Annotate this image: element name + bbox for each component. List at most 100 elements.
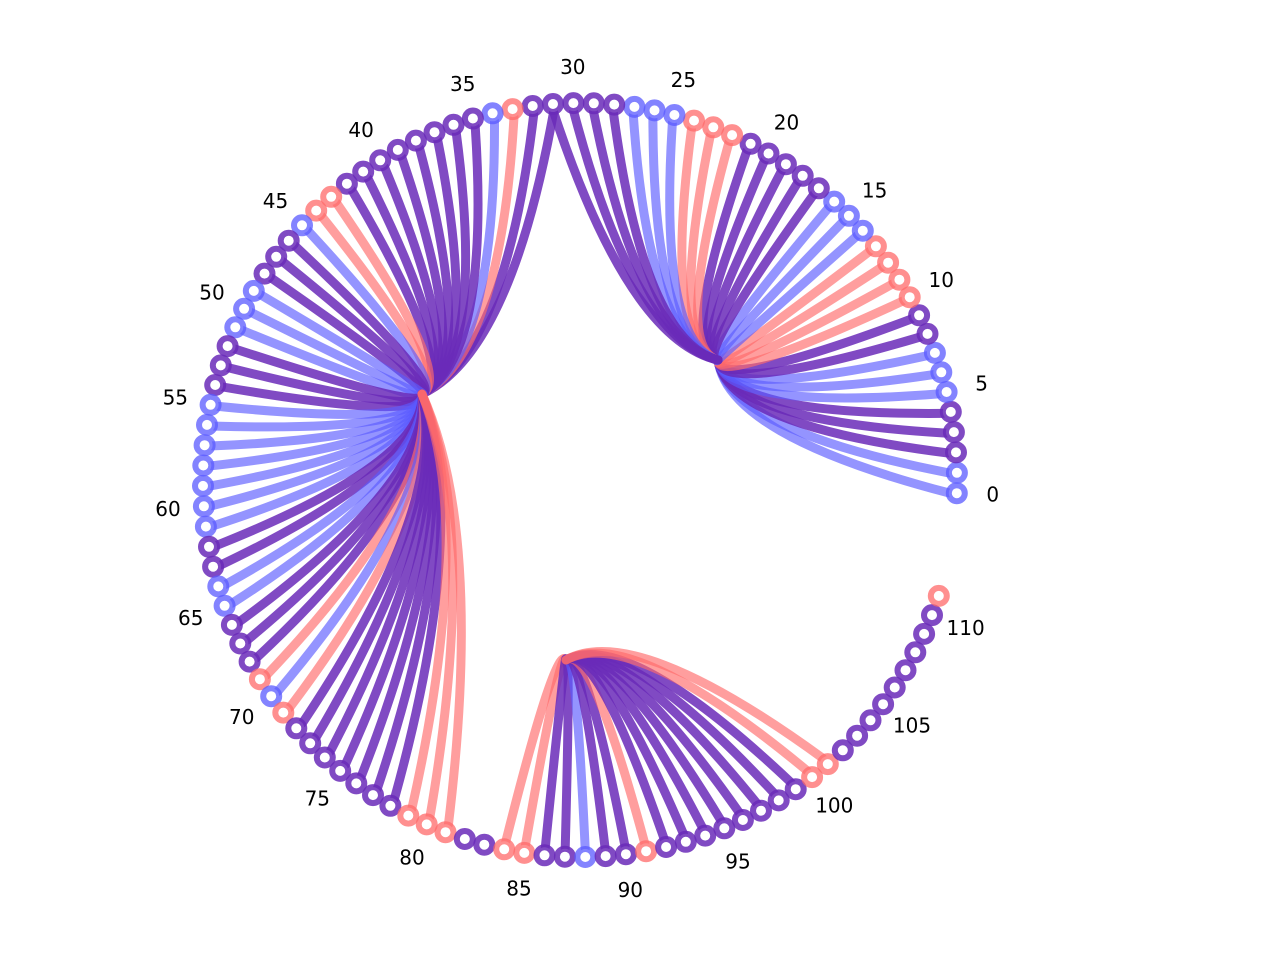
node-110	[921, 604, 943, 627]
node-78	[379, 794, 402, 817]
node-69	[248, 668, 271, 691]
node-63	[202, 555, 225, 578]
node-label-35: 35	[450, 72, 475, 96]
node-4	[939, 400, 962, 423]
node-111	[927, 584, 950, 607]
node-layer	[192, 92, 968, 868]
node-58	[192, 454, 215, 477]
node-10	[898, 286, 921, 309]
node-21	[739, 132, 762, 155]
node-51	[224, 316, 247, 339]
node-52	[216, 335, 239, 358]
node-90	[614, 843, 637, 866]
node-label-95: 95	[725, 850, 750, 874]
node-39	[386, 138, 409, 161]
node-label-110: 110	[947, 616, 985, 640]
node-28	[603, 93, 626, 116]
node-80	[415, 813, 438, 836]
node-18	[791, 164, 814, 187]
node-57	[193, 434, 216, 457]
node-26	[643, 99, 666, 122]
node-label-30: 30	[560, 55, 585, 79]
node-62	[198, 535, 220, 558]
node-label-5: 5	[975, 372, 988, 396]
node-label-55: 55	[163, 386, 188, 410]
node-13	[864, 235, 887, 258]
node-label-45: 45	[263, 189, 288, 213]
node-74	[313, 746, 336, 769]
edge-31	[549, 107, 723, 365]
node-0	[945, 482, 968, 505]
node-label-40: 40	[348, 118, 373, 142]
node-8	[916, 322, 939, 345]
node-19	[774, 153, 797, 176]
node-87	[553, 845, 576, 868]
node-109	[913, 622, 936, 645]
node-104	[859, 709, 882, 732]
node-23	[702, 116, 725, 139]
node-label-50: 50	[199, 281, 224, 305]
node-12	[877, 251, 900, 274]
node-32	[521, 95, 544, 117]
node-20	[757, 142, 780, 165]
node-3	[942, 421, 965, 444]
node-24	[683, 109, 705, 132]
node-label-0: 0	[986, 482, 999, 506]
node-72	[285, 717, 308, 740]
node-43	[320, 185, 343, 208]
node-96	[731, 809, 754, 831]
node-17	[807, 177, 830, 200]
node-5	[935, 381, 958, 403]
node-44	[305, 199, 328, 222]
node-label-25: 25	[671, 68, 696, 92]
node-45	[291, 214, 313, 237]
node-label-90: 90	[618, 878, 643, 902]
node-30	[562, 92, 585, 115]
node-94	[694, 824, 717, 847]
node-41	[352, 160, 375, 183]
node-105	[872, 693, 895, 716]
edge-101	[561, 647, 828, 763]
node-55	[199, 393, 222, 416]
edge-layer	[206, 106, 954, 854]
node-42	[335, 172, 358, 195]
node-60	[192, 495, 215, 518]
node-label-10: 10	[928, 268, 953, 292]
node-36	[442, 113, 465, 136]
node-48	[253, 262, 276, 285]
node-11	[888, 268, 911, 291]
node-9	[908, 304, 931, 327]
node-108	[904, 641, 927, 664]
node-14	[851, 219, 874, 242]
node-38	[404, 129, 427, 152]
node-34	[481, 102, 504, 125]
label-layer: 0 5 10 15 20 25 30 35 40 45 50 55 60 65 70 75 80 85 90 95 10…	[155, 55, 999, 902]
node-2	[945, 441, 967, 464]
node-65	[213, 594, 236, 617]
node-29	[582, 92, 605, 115]
node-label-20: 20	[774, 110, 799, 134]
node-85	[513, 841, 536, 864]
node-7	[923, 341, 946, 364]
node-label-85: 85	[506, 877, 531, 901]
node-71	[272, 701, 295, 724]
node-91	[635, 840, 658, 863]
node-99	[784, 778, 807, 801]
node-95	[713, 817, 736, 840]
node-81	[434, 821, 457, 844]
node-76	[345, 772, 368, 795]
node-54	[204, 374, 227, 396]
node-6	[930, 361, 953, 384]
node-label-15: 15	[862, 179, 887, 203]
node-label-60: 60	[155, 497, 180, 521]
node-84	[493, 838, 516, 861]
edge-81	[417, 389, 466, 830]
node-label-105: 105	[893, 714, 931, 738]
node-37	[423, 121, 446, 144]
node-100	[801, 766, 824, 789]
node-102	[831, 739, 854, 762]
node-75	[329, 759, 352, 782]
node-61	[194, 515, 217, 538]
node-15	[837, 204, 860, 227]
